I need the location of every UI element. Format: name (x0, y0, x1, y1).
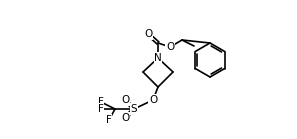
Text: O: O (121, 95, 129, 105)
Text: F: F (106, 115, 112, 125)
Text: F: F (98, 97, 104, 107)
Text: S: S (131, 104, 137, 114)
Text: F: F (98, 104, 104, 114)
Text: N: N (154, 53, 162, 63)
Text: O: O (121, 113, 129, 123)
Text: O: O (149, 95, 157, 105)
Text: O: O (166, 42, 174, 52)
Text: O: O (144, 29, 152, 39)
